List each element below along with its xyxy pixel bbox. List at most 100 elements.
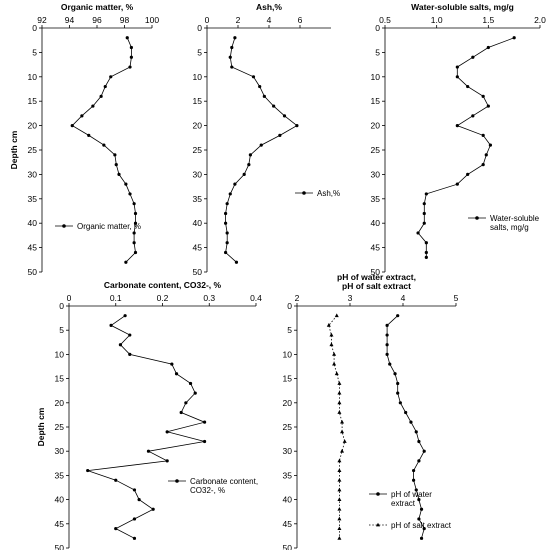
data-point — [109, 75, 113, 79]
data-point — [233, 182, 237, 186]
data-point — [114, 527, 118, 531]
data-point — [133, 221, 138, 225]
y-tick-label: 10 — [283, 349, 293, 359]
x-tick-label: 0.2 — [157, 293, 169, 303]
data-point — [225, 202, 229, 206]
data-point — [129, 45, 133, 50]
data-point — [416, 231, 420, 235]
legend-label: pH of water — [391, 490, 432, 499]
y-tick-label: 35 — [283, 470, 293, 480]
x-tick-label: 0.5 — [379, 15, 391, 25]
data-point — [225, 231, 229, 235]
data-point — [188, 381, 193, 386]
y-tick-label: 30 — [55, 446, 65, 456]
y-tick-label: 35 — [28, 194, 38, 204]
data-point — [70, 124, 74, 128]
y-tick-label: 20 — [371, 121, 381, 131]
data-point — [123, 314, 127, 318]
data-point — [332, 361, 337, 366]
data-point — [484, 153, 488, 157]
chart-title: Water-soluble salts, mg/g — [411, 2, 514, 12]
data-point — [488, 143, 492, 147]
data-point — [251, 75, 256, 79]
data-point — [412, 468, 416, 473]
data-point — [393, 372, 397, 376]
y-tick-label: 5 — [32, 47, 37, 57]
data-point — [228, 55, 232, 59]
data-point — [295, 124, 299, 128]
y-tick-label: 0 — [375, 23, 380, 33]
data-point — [424, 192, 428, 196]
legend-marker — [376, 492, 380, 496]
x-tick-label: 2 — [236, 15, 241, 25]
data-point — [326, 323, 331, 327]
y-tick-label: 40 — [28, 218, 38, 228]
data-point — [124, 260, 128, 264]
data-point — [202, 420, 207, 424]
chart-panel: Carbonate content, CO32-, % 0 0.1 0.2 0.3 0.4… — [36, 280, 262, 550]
data-point — [414, 430, 418, 434]
data-point — [114, 478, 118, 482]
legend-label: Carbonate content, — [190, 477, 258, 486]
data-point — [113, 153, 117, 157]
data-point — [129, 55, 133, 59]
data-point — [385, 323, 389, 327]
data-point — [230, 65, 234, 69]
data-point — [396, 381, 400, 386]
data-point — [481, 94, 485, 98]
data-point — [224, 250, 228, 255]
data-point — [332, 352, 337, 356]
chart-title: pH of salt extract — [342, 281, 411, 291]
x-tick-label: 4 — [267, 15, 272, 25]
chart-panel: Ash,% 0 2 4 6 0 5 10 15 20 25 30 35 40 45 50 Ash,% — [193, 2, 341, 277]
data-point — [282, 114, 287, 118]
data-point — [272, 104, 276, 108]
data-point — [329, 342, 334, 347]
legend-label: extract — [391, 499, 416, 508]
chart-title: Ash,% — [256, 2, 282, 12]
x-tick-label: 94 — [65, 15, 75, 25]
y-tick-label: 15 — [55, 374, 65, 384]
data-point — [337, 477, 342, 482]
data-point — [128, 333, 132, 337]
data-point — [340, 419, 345, 424]
legend-label: Ash,% — [317, 189, 340, 198]
data-point — [202, 439, 207, 444]
data-point — [455, 65, 459, 69]
y-tick-label: 0 — [287, 301, 292, 311]
data-point — [422, 221, 426, 225]
data-point — [481, 133, 485, 137]
data-point — [422, 211, 426, 216]
y-tick-label: 35 — [371, 194, 381, 204]
x-tick-label: 3 — [348, 293, 353, 303]
data-point — [248, 153, 252, 157]
data-point — [137, 498, 141, 502]
data-point — [337, 390, 342, 395]
data-point — [184, 401, 188, 405]
data-point — [165, 459, 169, 463]
data-point — [417, 517, 421, 521]
data-point — [125, 36, 129, 40]
y-tick-label: 30 — [371, 169, 381, 179]
data-point — [230, 45, 234, 50]
data-point — [170, 362, 174, 366]
legend-marker — [62, 224, 66, 228]
data-point — [337, 458, 342, 463]
data-point — [87, 133, 91, 137]
data-point — [132, 202, 136, 206]
y-tick-label: 40 — [371, 218, 381, 228]
data-point — [340, 429, 345, 434]
data-point — [225, 241, 229, 245]
y-tick-label: 20 — [55, 398, 65, 408]
data-point — [329, 332, 334, 337]
data-point — [224, 211, 228, 216]
x-tick-label: 4 — [401, 293, 406, 303]
legend-label: Water-soluble — [490, 214, 540, 223]
data-point — [396, 314, 400, 318]
y-tick-label: 5 — [59, 325, 64, 335]
data-point — [417, 498, 421, 502]
y-tick-label: 25 — [193, 145, 203, 155]
y-axis-label: Depth cm — [9, 130, 19, 169]
data-point — [132, 517, 137, 521]
data-point — [146, 449, 151, 453]
